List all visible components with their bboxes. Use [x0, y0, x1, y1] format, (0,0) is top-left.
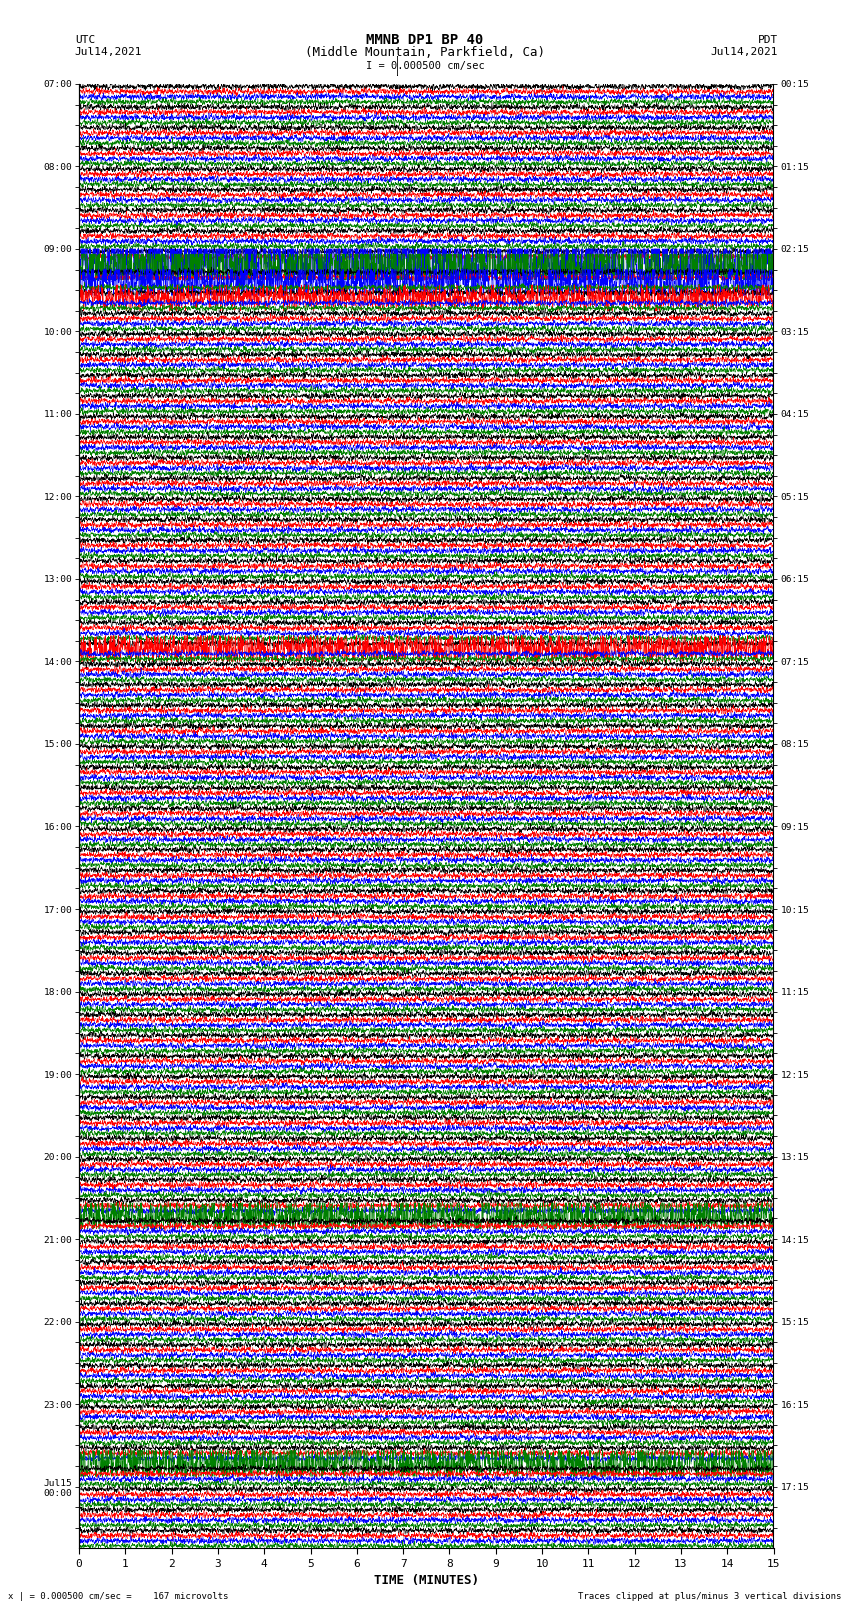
- Text: x | = 0.000500 cm/sec =    167 microvolts: x | = 0.000500 cm/sec = 167 microvolts: [8, 1592, 229, 1602]
- Text: I = 0.000500 cm/sec: I = 0.000500 cm/sec: [366, 61, 484, 71]
- Text: Traces clipped at plus/minus 3 vertical divisions: Traces clipped at plus/minus 3 vertical …: [578, 1592, 842, 1602]
- Text: (Middle Mountain, Parkfield, Ca): (Middle Mountain, Parkfield, Ca): [305, 45, 545, 60]
- Text: UTC: UTC: [75, 34, 95, 45]
- Text: MMNB DP1 BP 40: MMNB DP1 BP 40: [366, 32, 484, 47]
- Text: PDT: PDT: [757, 34, 778, 45]
- X-axis label: TIME (MINUTES): TIME (MINUTES): [374, 1574, 479, 1587]
- Text: Jul14,2021: Jul14,2021: [711, 47, 778, 58]
- Text: Jul14,2021: Jul14,2021: [75, 47, 142, 58]
